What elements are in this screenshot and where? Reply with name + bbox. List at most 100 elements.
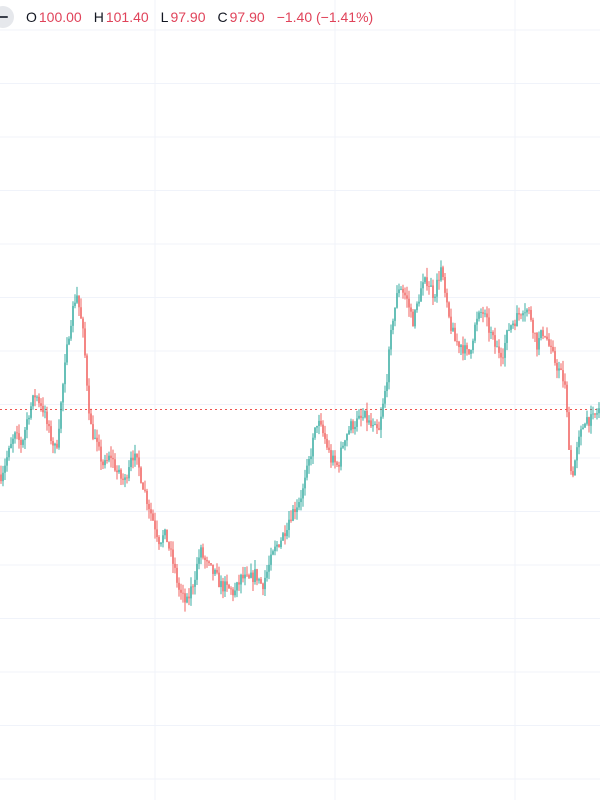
candle-down <box>168 542 170 549</box>
candle-down <box>588 417 590 426</box>
candle-up <box>538 338 540 350</box>
candle-up <box>280 540 282 547</box>
candle-up <box>420 288 422 302</box>
ohlc-legend: O 100.00 H 101.40 L 97.90 C 97.90 −1.40 … <box>0 0 600 34</box>
candle-down <box>146 490 148 504</box>
candle-down <box>438 279 440 281</box>
candle-up <box>270 554 272 565</box>
candle-up <box>592 413 594 415</box>
candle-down <box>218 572 220 588</box>
candle-up <box>398 289 400 294</box>
candle-up <box>292 509 294 521</box>
candle-down <box>498 346 500 353</box>
candle-down <box>256 569 258 581</box>
candle-down <box>572 471 574 476</box>
candle-down <box>136 453 138 458</box>
candle-down <box>320 420 322 425</box>
candle-up <box>296 507 298 513</box>
candle-down <box>284 533 286 537</box>
candle-down <box>556 362 558 371</box>
candle-down <box>232 589 234 596</box>
candle-down <box>336 462 338 465</box>
candle-up <box>314 427 316 438</box>
candle-up <box>302 488 304 499</box>
candle-down <box>144 489 146 491</box>
candle-up <box>10 443 12 449</box>
candle-up <box>62 384 64 403</box>
candle-up <box>332 455 334 463</box>
candle-up <box>12 438 14 444</box>
candle-down <box>564 381 566 385</box>
candle-up <box>310 456 312 460</box>
candle-down <box>552 346 554 352</box>
candle-up <box>374 424 376 425</box>
candle-up <box>266 571 268 578</box>
candle-up <box>308 459 310 466</box>
candle-up <box>130 457 132 468</box>
candle-up <box>524 312 526 314</box>
candle-down <box>48 424 50 427</box>
candle-down <box>278 544 280 547</box>
candle-down <box>50 426 52 442</box>
candle-up <box>348 430 350 435</box>
candle-up <box>350 421 352 431</box>
candle-down <box>428 286 430 287</box>
candle-up <box>286 530 288 537</box>
candle-up <box>236 582 238 591</box>
candle-up <box>318 420 320 426</box>
candle-down <box>126 477 128 479</box>
candle-up <box>194 579 196 587</box>
candle-down <box>570 449 572 472</box>
candle-down <box>192 586 194 588</box>
candle-up <box>128 467 130 479</box>
legend-menu-icon[interactable] <box>0 6 14 28</box>
candle-down <box>204 557 206 561</box>
candle-up <box>76 295 78 303</box>
candle-up <box>198 557 200 564</box>
candle-up <box>394 307 396 321</box>
candle-down <box>410 307 412 312</box>
candle-up <box>358 415 360 419</box>
candle-down <box>202 547 204 558</box>
candle-up <box>164 529 166 536</box>
candle-up <box>282 533 284 541</box>
candle-down <box>322 424 324 434</box>
candle-down <box>222 581 224 592</box>
candle-down <box>500 352 502 358</box>
candle-down <box>92 424 94 439</box>
candle-up <box>4 465 6 473</box>
candle-down <box>454 327 456 342</box>
candle-up <box>108 455 110 461</box>
candle-up <box>22 440 24 445</box>
candle-up <box>346 434 348 441</box>
candle-down <box>530 309 532 320</box>
candle-up <box>472 340 474 351</box>
candle-down <box>216 569 218 573</box>
candle-up <box>304 477 306 489</box>
candle-up <box>436 279 438 297</box>
candle-down <box>402 288 404 293</box>
candle-up <box>504 342 506 358</box>
candle-up <box>8 448 10 458</box>
candle-up <box>134 453 136 461</box>
candle-down <box>432 285 434 298</box>
candle-down <box>46 411 48 425</box>
candle-up <box>214 569 216 574</box>
candle-down <box>466 345 468 350</box>
candle-down <box>378 428 380 430</box>
candle-down <box>84 328 86 356</box>
candle-up <box>452 327 454 331</box>
candle-down <box>290 519 292 521</box>
candle-down <box>252 572 254 583</box>
candle-down <box>18 433 20 440</box>
candle-up <box>484 313 486 315</box>
candle-down <box>330 450 332 463</box>
candle-down <box>542 330 544 337</box>
candle-down <box>514 323 516 327</box>
candle-up <box>200 547 202 558</box>
candle-down <box>376 424 378 429</box>
candle-down <box>16 432 18 434</box>
candle-up <box>496 346 498 348</box>
candle-down <box>212 564 214 574</box>
